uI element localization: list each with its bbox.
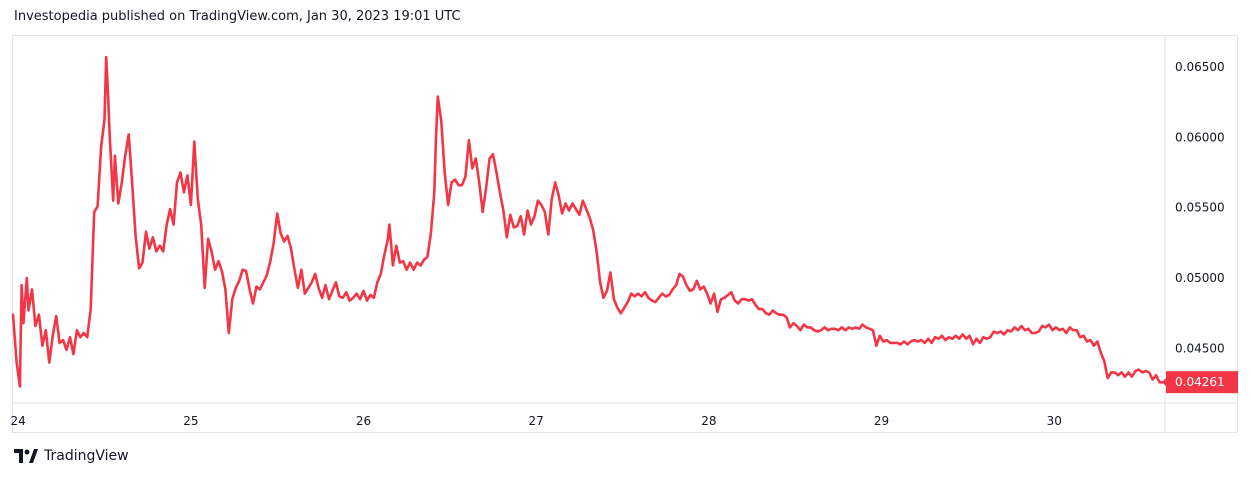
last-price-tag-pointer (1162, 378, 1166, 387)
y-tick-label: 0.04500 (1175, 342, 1225, 356)
y-tick-label: 0.05000 (1175, 271, 1225, 285)
x-tick-label: 29 (874, 414, 889, 428)
x-tick-label: 25 (183, 414, 198, 428)
x-tick-label: 24 (11, 414, 26, 428)
x-tick-label: 30 (1047, 414, 1062, 428)
x-tick-label: 28 (701, 414, 716, 428)
last-price-tag-bg (1166, 371, 1238, 394)
last-price-tag: 0.04261 (1162, 371, 1238, 394)
tradingview-logo-icon (14, 449, 38, 463)
tradingview-brand: TradingView (44, 448, 129, 464)
footer: TradingView (14, 448, 129, 464)
chart-frame[interactable] (12, 35, 1238, 433)
chart-attribution-header: Investopedia published on TradingView.co… (14, 9, 461, 24)
y-tick-label: 0.06500 (1175, 60, 1225, 74)
x-tick-label: 27 (529, 414, 544, 428)
price-series-line (11, 55, 1165, 388)
last-price-label: 0.04261 (1175, 375, 1225, 389)
x-tick-label: 26 (356, 414, 371, 428)
y-tick-label: 0.06000 (1175, 130, 1225, 144)
y-tick-label: 0.05500 (1175, 201, 1225, 215)
